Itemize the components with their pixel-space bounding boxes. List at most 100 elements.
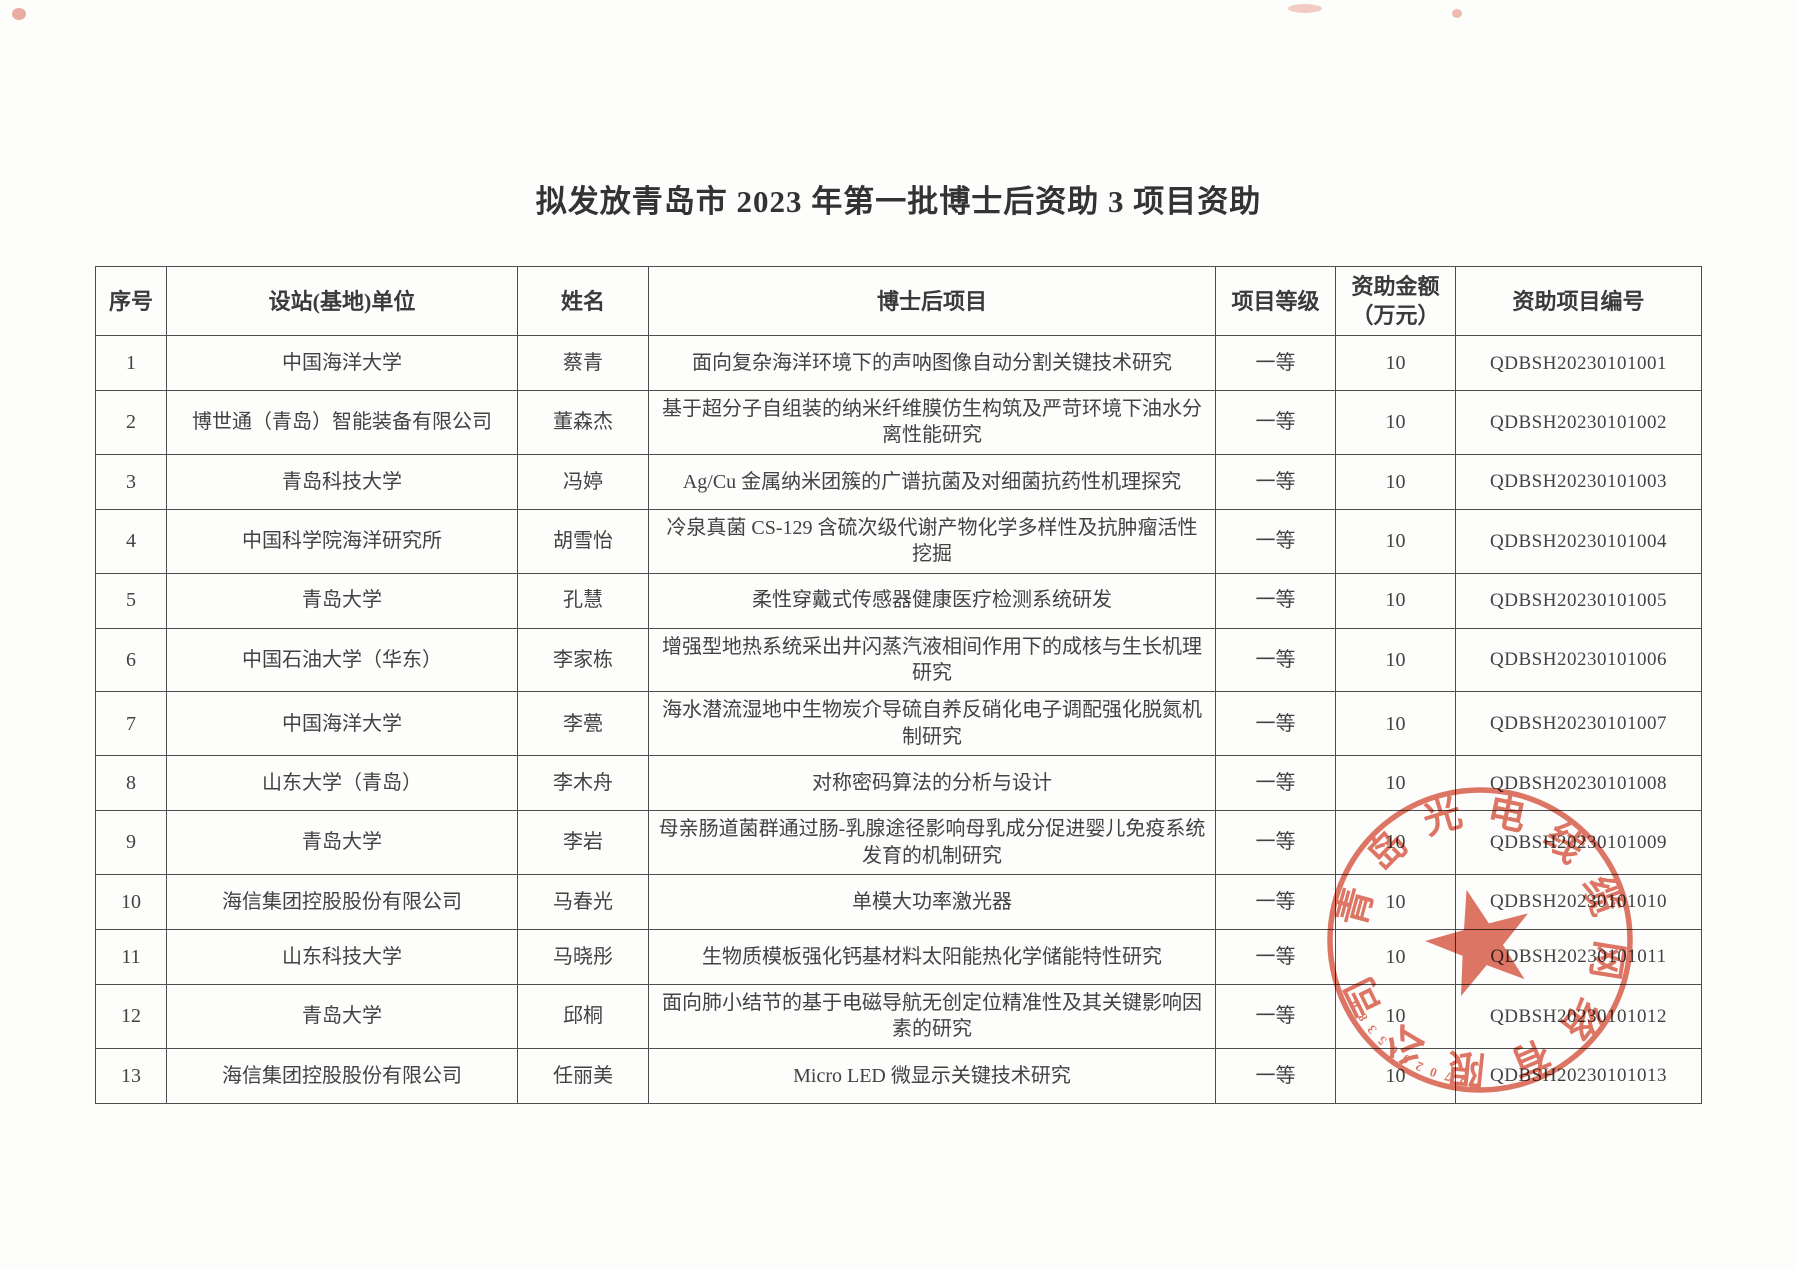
cell-amount: 10	[1335, 453, 1456, 510]
cell-host-unit: 中国石油大学（华东）	[166, 627, 518, 693]
cell-row-number: 2	[95, 390, 167, 455]
cell-grade: 一等	[1215, 1047, 1336, 1104]
cell-row-number: 10	[95, 873, 167, 930]
cell-amount: 10	[1335, 810, 1456, 875]
cell-person-name: 孔慧	[517, 572, 649, 629]
cell-project-title: 生物质模板强化钙基材料太阳能热化学储能特性研究	[648, 928, 1216, 985]
cell-amount: 10	[1335, 390, 1456, 455]
cell-project-title: 增强型地热系统采出井闪蒸汽液相间作用下的成核与生长机理研究	[648, 627, 1216, 693]
cell-grade: 一等	[1215, 691, 1336, 757]
cell-host-unit: 海信集团控股股份有限公司	[166, 1047, 518, 1104]
cell-project-title: Ag/Cu 金属纳米团簇的广谱抗菌及对细菌抗药性机理探究	[648, 453, 1216, 510]
cell-row-number: 11	[95, 928, 167, 985]
scan-ink-speck	[12, 8, 26, 20]
cell-amount: 10	[1335, 572, 1456, 629]
table-row: 6 中国石油大学（华东） 李家栋 增强型地热系统采出井闪蒸汽液相间作用下的成核与…	[95, 627, 1702, 693]
table-header-row: 序号 设站(基地)单位 姓名 博士后项目 项目等级 资助金额 （万元） 资助项目…	[95, 265, 1702, 337]
cell-project-code: QDBSH20230101007	[1455, 691, 1702, 757]
cell-row-number: 9	[95, 810, 167, 875]
cell-amount: 10	[1335, 983, 1456, 1049]
cell-host-unit: 青岛大学	[166, 572, 518, 629]
cell-person-name: 李木舟	[517, 755, 649, 812]
table-row: 5 青岛大学 孔慧 柔性穿戴式传感器健康医疗检测系统研发 一等 10 QDBSH…	[95, 572, 1702, 629]
cell-project-title: 母亲肠道菌群通过肠-乳腺途径影响母乳成分促进婴儿免疫系统发育的机制研究	[648, 810, 1216, 875]
cell-person-name: 马春光	[517, 873, 649, 930]
cell-project-code: QDBSH20230101013	[1455, 1047, 1702, 1104]
cell-person-name: 董森杰	[517, 390, 649, 455]
cell-project-title: 面向肺小结节的基于电磁导航无创定位精准性及其关键影响因素的研究	[648, 983, 1216, 1049]
cell-row-number: 3	[95, 453, 167, 510]
cell-project-title: 柔性穿戴式传感器健康医疗检测系统研发	[648, 572, 1216, 629]
cell-amount: 10	[1335, 873, 1456, 930]
cell-project-code: QDBSH20230101009	[1455, 810, 1702, 875]
scan-ink-speck	[1288, 4, 1322, 13]
cell-project-code: QDBSH20230101010	[1455, 873, 1702, 930]
cell-host-unit: 青岛科技大学	[166, 453, 518, 510]
cell-person-name: 马晓彤	[517, 928, 649, 985]
table-row: 11 山东科技大学 马晓彤 生物质模板强化钙基材料太阳能热化学储能特性研究 一等…	[95, 928, 1702, 985]
cell-person-name: 任丽美	[517, 1047, 649, 1104]
cell-grade: 一等	[1215, 810, 1336, 875]
table-row: 4 中国科学院海洋研究所 胡雪怡 冷泉真菌 CS-129 含硫次级代谢产物化学多…	[95, 508, 1702, 574]
cell-person-name: 李甍	[517, 691, 649, 757]
cell-project-title: 面向复杂海洋环境下的声呐图像自动分割关键技术研究	[648, 335, 1216, 392]
cell-grade: 一等	[1215, 335, 1336, 392]
table-row: 2 博世通（青岛）智能装备有限公司 董森杰 基于超分子自组装的纳米纤维膜仿生构筑…	[95, 390, 1702, 455]
cell-grade: 一等	[1215, 983, 1336, 1049]
header-code: 资助项目编号	[1455, 265, 1702, 337]
cell-grade: 一等	[1215, 873, 1336, 930]
cell-grade: 一等	[1215, 453, 1336, 510]
cell-grade: 一等	[1215, 627, 1336, 693]
table-row: 8 山东大学（青岛） 李木舟 对称密码算法的分析与设计 一等 10 QDBSH2…	[95, 755, 1702, 812]
cell-row-number: 8	[95, 755, 167, 812]
cell-row-number: 5	[95, 572, 167, 629]
cell-project-code: QDBSH20230101008	[1455, 755, 1702, 812]
cell-project-code: QDBSH20230101006	[1455, 627, 1702, 693]
cell-host-unit: 博世通（青岛）智能装备有限公司	[166, 390, 518, 455]
cell-project-title: 基于超分子自组装的纳米纤维膜仿生构筑及严苛环境下油水分离性能研究	[648, 390, 1216, 455]
cell-project-title: 单模大功率激光器	[648, 873, 1216, 930]
table-row: 9 青岛大学 李岩 母亲肠道菌群通过肠-乳腺途径影响母乳成分促进婴儿免疫系统发育…	[95, 810, 1702, 875]
table-row: 1 中国海洋大学 蔡青 面向复杂海洋环境下的声呐图像自动分割关键技术研究 一等 …	[95, 335, 1702, 392]
cell-project-code: QDBSH20230101012	[1455, 983, 1702, 1049]
document-title: 拟发放青岛市 2023 年第一批博士后资助 3 项目资助	[535, 184, 1262, 219]
cell-host-unit: 海信集团控股股份有限公司	[166, 873, 518, 930]
cell-row-number: 12	[95, 983, 167, 1049]
header-project: 博士后项目	[648, 265, 1216, 337]
cell-grade: 一等	[1215, 928, 1336, 985]
cell-grade: 一等	[1215, 755, 1336, 812]
table-row: 7 中国海洋大学 李甍 海水潜流湿地中生物炭介导硫自养反硝化电子调配强化脱氮机制…	[95, 691, 1702, 757]
header-grade: 项目等级	[1215, 265, 1336, 337]
funding-table: 序号 设站(基地)单位 姓名 博士后项目 项目等级 资助金额 （万元） 资助项目…	[95, 265, 1702, 1104]
header-no: 序号	[95, 265, 167, 337]
cell-person-name: 邱桐	[517, 983, 649, 1049]
cell-row-number: 4	[95, 508, 167, 574]
cell-host-unit: 中国科学院海洋研究所	[166, 508, 518, 574]
cell-project-code: QDBSH20230101002	[1455, 390, 1702, 455]
cell-amount: 10	[1335, 335, 1456, 392]
cell-project-code: QDBSH20230101003	[1455, 453, 1702, 510]
table-row: 3 青岛科技大学 冯婷 Ag/Cu 金属纳米团簇的广谱抗菌及对细菌抗药性机理探究…	[95, 453, 1702, 510]
cell-amount: 10	[1335, 755, 1456, 812]
cell-host-unit: 山东大学（青岛）	[166, 755, 518, 812]
cell-person-name: 李家栋	[517, 627, 649, 693]
cell-host-unit: 青岛大学	[166, 810, 518, 875]
cell-project-title: 海水潜流湿地中生物炭介导硫自养反硝化电子调配强化脱氮机制研究	[648, 691, 1216, 757]
table-row: 10 海信集团控股股份有限公司 马春光 单模大功率激光器 一等 10 QDBSH…	[95, 873, 1702, 930]
cell-project-code: QDBSH20230101001	[1455, 335, 1702, 392]
cell-host-unit: 青岛大学	[166, 983, 518, 1049]
cell-project-title: Micro LED 微显示关键技术研究	[648, 1047, 1216, 1104]
cell-amount: 10	[1335, 508, 1456, 574]
cell-person-name: 胡雪怡	[517, 508, 649, 574]
cell-host-unit: 中国海洋大学	[166, 691, 518, 757]
cell-row-number: 13	[95, 1047, 167, 1104]
cell-project-code: QDBSH20230101005	[1455, 572, 1702, 629]
cell-amount: 10	[1335, 928, 1456, 985]
cell-project-code: QDBSH20230101011	[1455, 928, 1702, 985]
scan-ink-speck	[1452, 9, 1462, 18]
table-body: 1 中国海洋大学 蔡青 面向复杂海洋环境下的声呐图像自动分割关键技术研究 一等 …	[95, 335, 1702, 1104]
cell-project-code: QDBSH20230101004	[1455, 508, 1702, 574]
cell-person-name: 李岩	[517, 810, 649, 875]
table-row: 13 海信集团控股股份有限公司 任丽美 Micro LED 微显示关键技术研究 …	[95, 1047, 1702, 1104]
